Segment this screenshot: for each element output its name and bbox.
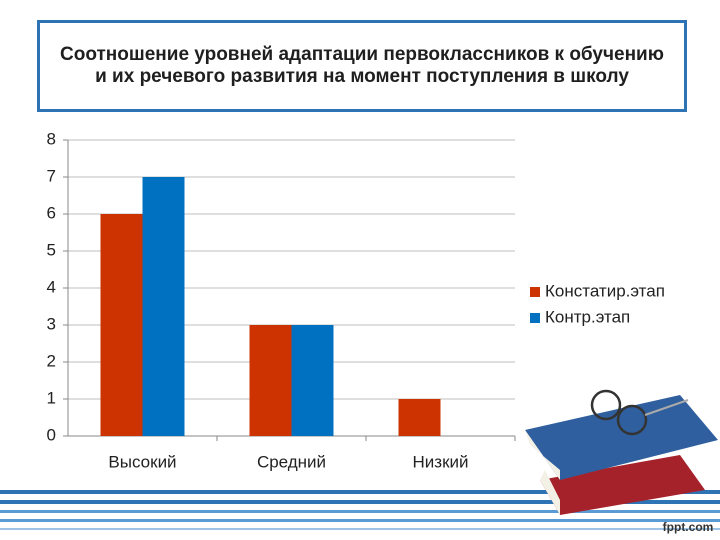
x-tick-label: Высокий bbox=[108, 452, 176, 471]
bar bbox=[100, 214, 143, 436]
y-tick-label: 4 bbox=[47, 277, 56, 296]
bar bbox=[291, 325, 334, 436]
y-tick-label: 5 bbox=[47, 240, 56, 259]
y-tick-label: 8 bbox=[47, 129, 56, 148]
legend-label: Контр.этап bbox=[545, 307, 630, 326]
bar bbox=[142, 177, 185, 436]
y-tick-label: 2 bbox=[47, 351, 56, 370]
y-tick-label: 7 bbox=[47, 166, 56, 185]
legend-label: Констатир.этап bbox=[545, 281, 665, 300]
bar bbox=[398, 399, 441, 436]
x-tick-label: Низкий bbox=[413, 452, 469, 471]
watermark: fppt.com bbox=[663, 520, 714, 534]
legend-swatch bbox=[530, 313, 540, 323]
title-box: Соотношение уровней адаптации первокласс… bbox=[37, 20, 687, 112]
decoration bbox=[0, 389, 720, 530]
legend-swatch bbox=[530, 287, 540, 297]
chart-title: Соотношение уровней адаптации первокласс… bbox=[60, 44, 664, 87]
x-tick-label: Средний bbox=[257, 452, 326, 471]
bar bbox=[249, 325, 292, 436]
y-tick-label: 1 bbox=[47, 388, 56, 407]
y-tick-label: 3 bbox=[47, 314, 56, 333]
y-tick-label: 6 bbox=[47, 203, 56, 222]
y-tick-label: 0 bbox=[47, 425, 56, 444]
